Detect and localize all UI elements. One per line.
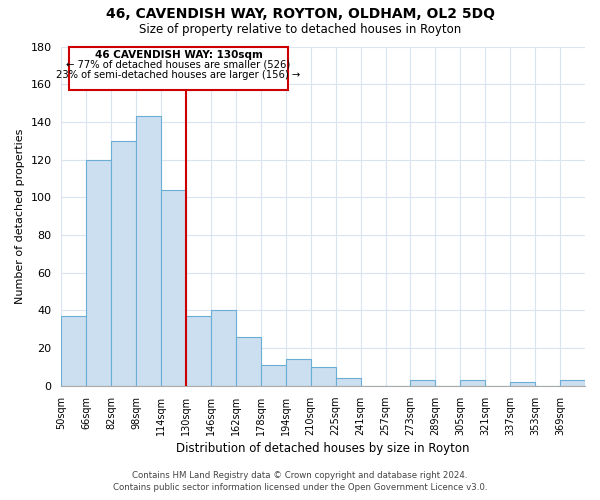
Bar: [161, 190, 186, 386]
X-axis label: Distribution of detached houses by size in Royton: Distribution of detached houses by size …: [176, 442, 470, 455]
Bar: [460, 380, 485, 386]
Bar: [311, 367, 335, 386]
Bar: [560, 380, 585, 386]
Text: ← 77% of detached houses are smaller (526): ← 77% of detached houses are smaller (52…: [67, 60, 291, 70]
FancyBboxPatch shape: [69, 46, 288, 90]
Text: Size of property relative to detached houses in Royton: Size of property relative to detached ho…: [139, 22, 461, 36]
Text: 23% of semi-detached houses are larger (156) →: 23% of semi-detached houses are larger (…: [56, 70, 301, 80]
Bar: [186, 316, 211, 386]
Bar: [211, 310, 236, 386]
Text: 46, CAVENDISH WAY, ROYTON, OLDHAM, OL2 5DQ: 46, CAVENDISH WAY, ROYTON, OLDHAM, OL2 5…: [106, 8, 494, 22]
Bar: [510, 382, 535, 386]
Bar: [410, 380, 436, 386]
Bar: [335, 378, 361, 386]
Bar: [236, 337, 261, 386]
Y-axis label: Number of detached properties: Number of detached properties: [15, 128, 25, 304]
Bar: [136, 116, 161, 386]
Bar: [261, 365, 286, 386]
Bar: [86, 160, 111, 386]
Text: 46 CAVENDISH WAY: 130sqm: 46 CAVENDISH WAY: 130sqm: [95, 50, 263, 60]
Bar: [111, 141, 136, 386]
Text: Contains HM Land Registry data © Crown copyright and database right 2024.
Contai: Contains HM Land Registry data © Crown c…: [113, 471, 487, 492]
Bar: [286, 360, 311, 386]
Bar: [61, 316, 86, 386]
